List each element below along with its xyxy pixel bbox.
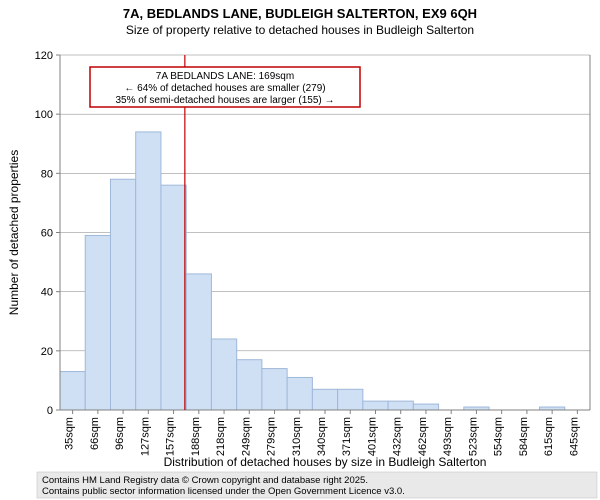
y-tick-label: 60: [41, 228, 53, 240]
histogram-bar: [110, 179, 135, 410]
chart-subtitle: Size of property relative to detached ho…: [126, 23, 474, 37]
x-tick-label: 340sqm: [316, 417, 328, 456]
footer-line2: Contains public sector information licen…: [42, 486, 405, 497]
histogram-bar: [413, 404, 438, 410]
x-tick-label: 584sqm: [518, 417, 530, 456]
y-tick-label: 80: [41, 168, 53, 180]
histogram-bar: [211, 339, 236, 410]
x-tick-label: 127sqm: [139, 417, 151, 456]
callout-line2: ← 64% of detached houses are smaller (27…: [124, 83, 325, 94]
y-axis-label: Number of detached properties: [7, 150, 21, 315]
histogram-bar: [136, 132, 161, 410]
y-tick-label: 0: [47, 405, 53, 417]
x-tick-label: 554sqm: [493, 417, 505, 456]
x-tick-label: 401sqm: [366, 417, 378, 456]
x-tick-label: 310sqm: [291, 417, 303, 456]
callout-line1: 7A BEDLANDS LANE: 169sqm: [156, 71, 294, 82]
histogram-bar: [287, 377, 312, 410]
chart-title: 7A, BEDLANDS LANE, BUDLEIGH SALTERTON, E…: [123, 6, 477, 21]
x-tick-label: 523sqm: [467, 417, 479, 456]
histogram-bar: [60, 372, 85, 410]
x-tick-label: 462sqm: [417, 417, 429, 456]
x-tick-label: 615sqm: [543, 417, 555, 456]
y-tick-label: 40: [41, 287, 53, 299]
histogram-bar: [312, 389, 337, 410]
x-tick-label: 218sqm: [215, 417, 227, 456]
histogram-bar: [186, 274, 211, 410]
histogram-bar: [388, 401, 413, 410]
y-tick-label: 100: [35, 109, 53, 121]
property-size-histogram: 0 20 40 60 80 100 120 35sqm 66sqm 96sqm 127sqm 157s…: [0, 0, 600, 500]
x-tick-label: 66sqm: [89, 417, 101, 450]
x-tick-label: 493sqm: [442, 417, 454, 456]
histogram-bar: [338, 389, 363, 410]
x-tick-label: 645sqm: [568, 417, 580, 456]
histogram-bar: [85, 235, 110, 410]
histogram-bar: [363, 401, 388, 410]
x-tick-label: 279sqm: [266, 417, 278, 456]
x-tick-label: 432sqm: [392, 417, 404, 456]
histogram-bar: [237, 360, 262, 410]
x-tick-label: 35sqm: [64, 417, 76, 450]
x-tick-label: 96sqm: [114, 417, 126, 450]
x-axis-label: Distribution of detached houses by size …: [164, 455, 487, 469]
footer-line1: Contains HM Land Registry data © Crown c…: [42, 475, 368, 486]
histogram-bar: [161, 185, 186, 410]
x-tick-label: 249sqm: [240, 417, 252, 456]
histogram-bar: [262, 369, 287, 410]
x-tick-label: 371sqm: [341, 417, 353, 456]
y-tick-label: 120: [35, 50, 53, 62]
callout-line3: 35% of semi-detached houses are larger (…: [115, 95, 334, 106]
x-tick-label: 157sqm: [165, 417, 177, 456]
x-tick-label: 188sqm: [190, 417, 202, 456]
y-tick-label: 20: [41, 346, 53, 358]
